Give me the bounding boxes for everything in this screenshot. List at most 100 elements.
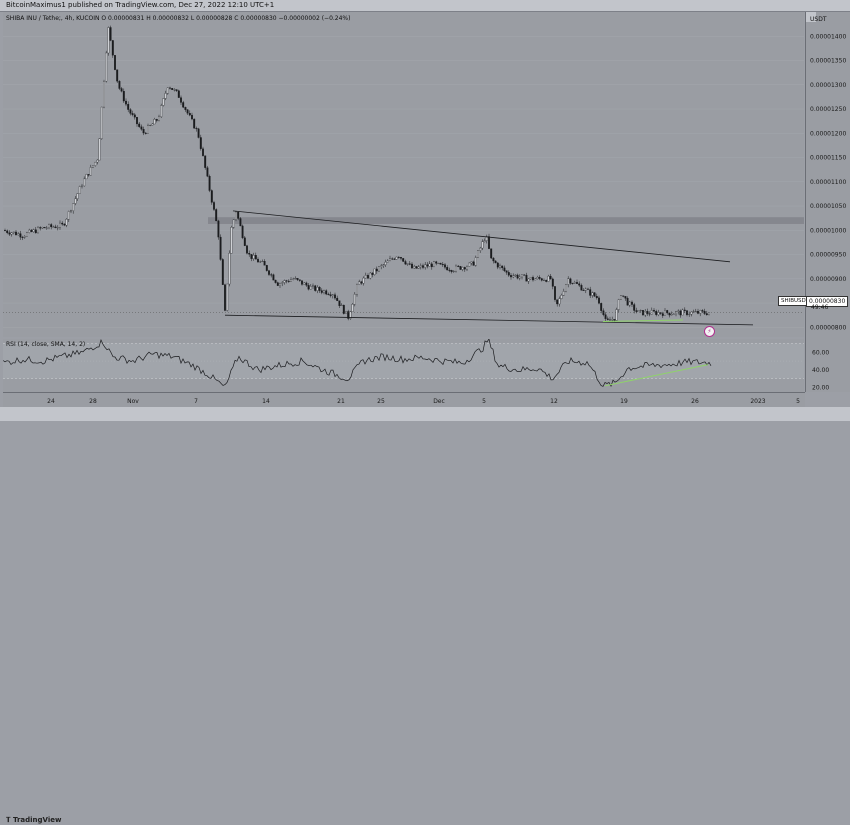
candle-body [81,185,83,187]
candle-body [527,278,530,282]
candle-body [48,224,50,229]
candle-body [699,310,702,314]
price-chart-svg[interactable] [3,12,804,337]
time-tick-label: 28 [89,398,97,405]
time-axis[interactable]: 24 28 Nov 7 14 21 25 Dec 5 12 19 26 2023 5 [3,392,805,407]
candle-body [177,90,180,98]
descending-resistance-line [232,210,731,263]
candle-body [173,89,176,91]
candle-body [477,250,479,258]
candle-body [70,210,72,212]
price-tick-label: 0.00001300 [810,82,846,89]
lightning-icon[interactable]: ⚡ [704,326,715,337]
candle-body [243,237,246,246]
candle-body [560,295,563,299]
candle-body [501,265,504,269]
candle-body [298,279,301,281]
rsi-chart-svg[interactable] [2,338,804,392]
candle-body [342,304,345,314]
time-tick-label: 24 [47,398,55,405]
price-axis[interactable]: 0.00001400 0.00001350 0.00001300 0.00001250… [805,12,850,392]
candle-body [338,300,341,306]
time-tick-label: 5 [796,398,800,405]
candle-body [98,138,101,161]
candle-body [677,310,680,312]
candle-body [158,116,160,121]
candle-body [232,219,235,228]
candle-body [41,227,44,229]
candle-body [525,274,528,282]
rsi-tick-label: 20.00 [812,385,829,392]
candle-body [37,227,39,234]
price-tick-label: 0.00000900 [810,276,846,283]
rsi-tick-label: 40.00 [812,367,829,374]
candle-body [54,226,57,229]
currency-label: USDT [810,16,827,23]
price-chart-pane[interactable] [3,12,804,337]
candle-body [639,310,642,311]
candle-body [325,290,328,295]
candle-body [679,310,682,316]
candle-body [318,287,321,291]
candle-body [393,258,396,260]
candle-body [446,267,449,271]
candle-body [6,230,9,233]
candle-body [279,283,281,286]
candle-body [153,119,156,125]
candle-body [461,267,464,270]
candle-body [353,293,356,305]
price-axis-svg: 0.00001400 0.00001350 0.00001300 0.00001250… [810,33,846,392]
candle-body [382,264,385,266]
tradingview-logo[interactable]: 𝐓 TradingView [6,816,61,825]
candle-body [628,301,631,306]
candle-body [681,309,684,316]
candle-body [435,261,438,264]
candle-body [224,284,226,311]
candle-body [554,286,556,300]
candle-body [437,262,440,264]
candle-body [87,174,90,176]
candle-body [261,261,264,262]
candle-body [52,226,55,228]
candle-body [78,186,81,194]
ohlc-values: O 0.00000831 H 0.00000832 L 0.00000828 C… [101,15,351,22]
candle-body [589,289,592,296]
candle-body [327,293,330,295]
candle-body [199,137,202,149]
candle-body [672,313,675,315]
candle-body [413,266,416,269]
candle-body [701,310,704,312]
settings-icon[interactable] [806,12,816,22]
candle-body [188,112,191,116]
candle-body [283,280,286,283]
support-line [224,314,754,326]
rsi-pane[interactable] [2,338,804,392]
candle-body [76,193,79,199]
symbol-legend: SHIBA INU / Tethe;, 4h, KUCOIN O 0.00000… [6,15,350,22]
symbol-title: SHIBA INU / Tethe;, 4h, KUCOIN [6,15,100,22]
candle-body [56,227,59,229]
candle-body [131,113,134,115]
candle-body [580,285,583,291]
candle-body [411,263,413,269]
bar-countdown: 49:46 [811,304,829,311]
candle-body [697,311,699,314]
candle-body [118,81,121,89]
candle-body [556,299,559,305]
candle-body [221,259,224,285]
candle-body [624,296,627,299]
candle-body [162,98,165,106]
candle-body [631,301,633,305]
candle-body [96,159,99,163]
candle-body [703,311,706,314]
rsi-legend: RSI (14, close, SMA, 14, 2) [6,341,86,348]
time-tick-label: 21 [337,398,345,405]
candle-body [569,278,572,284]
candle-body [155,119,158,121]
top-bar: BitcoinMaximus1 published on TradingView… [0,0,850,12]
candle-body [92,165,94,168]
candle-body [604,314,607,319]
candle-body [490,248,493,259]
candle-body [683,309,686,311]
candle-body [549,275,552,280]
